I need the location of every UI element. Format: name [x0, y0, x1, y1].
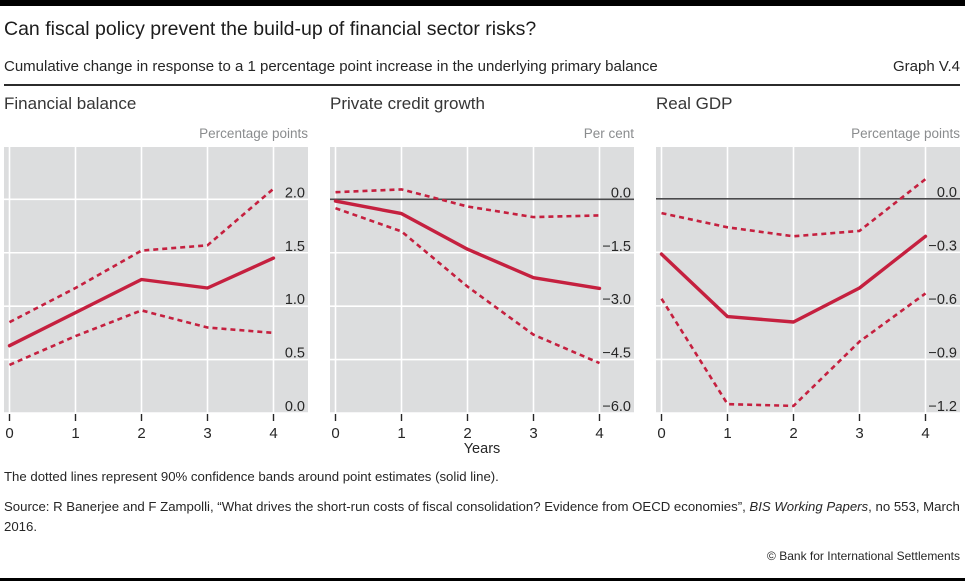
top-black-bar: [0, 0, 965, 6]
page: Can fiscal policy prevent the build-up o…: [0, 18, 965, 563]
plot-area: [330, 147, 634, 413]
confidence-band-line: [8, 309, 274, 367]
graph-number-label: Graph V.4: [893, 58, 960, 75]
y-tick-label: −0.3: [928, 238, 957, 254]
y-tick-label: 1.5: [285, 239, 305, 255]
panel-title: Financial balance: [4, 94, 137, 113]
panel-real-gdp: Real GDP Percentage points 0 1 2 3 4 0.0 −0.3 −…: [656, 94, 960, 442]
confidence-band-line: [661, 178, 927, 238]
y-axis-unit-label: Percentage points: [199, 126, 308, 141]
x-tick-label: 4: [595, 425, 603, 442]
footnote: The dotted lines represent 90% confidenc…: [4, 469, 499, 484]
y-tick-label: −0.6: [928, 292, 957, 308]
x-axis-title: Years: [463, 441, 501, 457]
chart-private-credit-growth: 0 1 2 3 4 0.0 −1.5 −3.0 −4.5 −6.0: [330, 147, 634, 442]
y-axis-unit-label: Per cent: [583, 126, 634, 141]
subtitle-row: Cumulative change in response to a 1 per…: [4, 58, 960, 75]
chart-subtitle: Cumulative change in response to a 1 per…: [4, 58, 658, 75]
y-tick-label: 0.0: [937, 185, 957, 201]
point-estimate-line: [659, 234, 928, 324]
x-tick-label: 1: [397, 425, 405, 442]
y-tick-label: −1.2: [928, 399, 957, 415]
page-title: Can fiscal policy prevent the build-up o…: [4, 18, 537, 40]
y-tick-label: −1.5: [602, 239, 631, 255]
panel-private-credit-growth: Private credit growth Per cent 0 1 2 3 4 0.0 −…: [330, 94, 634, 442]
source-note: Source: R Banerjee and F Zampolli, “What…: [4, 497, 960, 537]
x-tick-label: 1: [723, 425, 731, 442]
point-estimate-line: [333, 199, 602, 291]
x-tick-label: 4: [921, 425, 929, 442]
y-tick-label: −0.9: [928, 345, 957, 361]
x-tick-label: 4: [269, 425, 277, 442]
x-tick-label: 0: [331, 425, 339, 442]
source-text: Source: R Banerjee and F Zampolli, “What…: [4, 499, 750, 514]
panel-title: Real GDP: [656, 94, 733, 113]
y-tick-label: −6.0: [602, 399, 631, 415]
source-publication-italic: BIS Working Papers: [749, 499, 869, 514]
copyright-notice: © Bank for International Settlements: [767, 549, 960, 563]
chart-row: Financial balance Percentage points 0 1 2 3…: [4, 94, 960, 442]
y-tick-label: −4.5: [602, 346, 631, 362]
y-tick-label: 1.0: [285, 292, 305, 308]
x-tick-label: 1: [71, 425, 79, 442]
x-tick-label: 2: [463, 425, 471, 442]
panel-title: Private credit growth: [330, 94, 485, 113]
chart-real-gdp: 0 1 2 3 4 0.0 −0.3 −0.6 −0.9 −1.2: [656, 147, 960, 442]
y-axis-unit-label: Percentage points: [851, 126, 960, 141]
x-tick-label: 2: [137, 425, 145, 442]
confidence-band-line: [660, 292, 927, 408]
x-tick-label: 3: [855, 425, 863, 442]
chart-financial-balance: 0 1 2 3 4 2.0 1.5 1.0 0.5 0.0: [4, 147, 308, 442]
y-tick-label: 0.0: [285, 399, 305, 415]
panel-financial-balance: Financial balance Percentage points 0 1 2 3…: [4, 94, 308, 442]
y-tick-label: 0.0: [611, 185, 631, 201]
x-tick-label: 3: [529, 425, 537, 442]
x-tick-label: 0: [5, 425, 13, 442]
x-tick-label: 3: [203, 425, 211, 442]
y-tick-label: 2.0: [285, 185, 305, 201]
x-tick-label: 2: [789, 425, 797, 442]
confidence-band-line: [8, 187, 275, 324]
header-divider: [4, 84, 960, 86]
y-tick-label: −3.0: [602, 292, 631, 308]
point-estimate-line: [7, 256, 276, 348]
confidence-band-line: [335, 206, 601, 365]
y-tick-label: 0.5: [285, 346, 305, 362]
bottom-black-bar: [0, 578, 965, 581]
source-suffix: , no 553, March 2016.: [4, 499, 960, 534]
x-tick-label: 0: [657, 425, 665, 442]
